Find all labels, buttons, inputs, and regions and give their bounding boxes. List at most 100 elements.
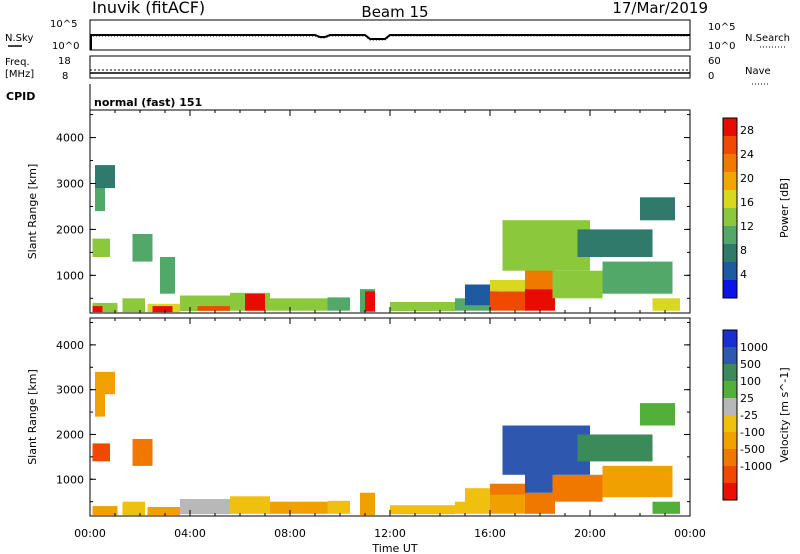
y-tick-label: 1000 [56,473,84,486]
colorbar-tick-label: -500 [740,443,765,456]
y-tick-label: 4000 [56,132,84,145]
colorbar-tick-label: -100 [740,426,765,439]
x-tick-label: 16:00 [474,527,506,540]
colorbar-tick-label: 500 [740,358,761,371]
power-panel: 1000 2000 3000 4000 Slant Range [km] 4 8 12 16 20… [26,109,791,314]
scatter-cell [652,298,680,311]
scatter-cell [525,289,555,311]
scatter-cell [490,291,528,311]
colorbar-tick-label: -25 [740,409,758,422]
scatter-cell [270,501,328,514]
colorbar-frame [722,329,738,501]
scatter-cell [360,492,375,516]
colorbar-tick-label: 1000 [740,341,768,354]
scatter-cell [122,501,145,516]
scatter-cell [640,197,675,221]
colorbar-tick-label: 12 [740,220,754,233]
nsearch-label: N.Search [745,33,790,44]
scatter-cell [92,506,118,516]
station-title: Inuvik (fitACF) [92,0,205,17]
freq-tick-bottom: 8 [62,71,68,82]
scatter-cell [327,297,350,311]
scatter-cell [122,298,145,313]
nave-tick-top: 60 [708,56,721,67]
scatter-cell [92,302,118,313]
colorbar-tick-label: 16 [740,196,754,209]
cpid-panel: CPID normal (fast) 151 [6,84,202,110]
scatter-cell [602,465,673,498]
cpid-label: CPID [6,90,35,103]
freq-frame [89,55,691,79]
nsky-label: N.Sky [5,33,33,44]
colorbar-segment [723,172,737,191]
colorbar-segment [723,208,737,227]
colorbar-segment [723,381,737,399]
scatter-cell [230,496,270,514]
colorbar-tick-label: 8 [740,244,747,257]
scatter-cell [327,500,350,514]
scatter-cell [525,492,555,514]
nsky-tick-bottom: 10^0 [52,41,79,52]
colorbar-segment [723,280,737,299]
scatter-cell [245,293,265,311]
colorbar-tick-label: 24 [740,148,754,161]
y-axis-label: Slant Range [km] [26,164,39,260]
nsky-line [90,34,690,50]
nave-label: Nave [745,66,771,77]
scatter-cell [577,229,653,257]
scatter-cell [577,434,653,462]
scatter-cell [365,291,375,312]
x-tick-label: 08:00 [274,527,306,540]
scatter-cell [160,257,175,294]
colorbar-tick-label: 25 [740,392,754,405]
cpid-text: normal (fast) 151 [94,96,202,109]
colorbar-tick-label: -1000 [740,460,772,473]
scatter-cell [490,279,528,292]
colorbar-segment [723,262,737,281]
colorbar-frame [722,117,738,299]
scatter-cell [95,165,115,189]
colorbar-segment [723,244,737,263]
date-title: 17/Mar/2019 [612,0,708,17]
scatter-cell [490,483,528,495]
y-tick-label: 1000 [56,269,84,282]
freq-label: Freq. [5,57,30,68]
x-tick-label: 00:00 [74,527,106,540]
scatter-cell [390,302,455,312]
y-tick-label: 3000 [56,177,84,190]
colorbar-segment [723,415,737,433]
y-tick-label: 4000 [56,339,84,352]
scatter-cell [132,234,153,262]
scatter-cell [465,284,498,306]
x-tick-label: 20:00 [574,527,606,540]
scatter-cell [502,425,590,475]
velocity-panel: 1000 2000 3000 4000 Slant Range [km] 1000 500 1… [26,317,791,517]
scatter-cell [640,403,675,426]
colorbar-segment [723,330,737,348]
colorbar-label: Power [dB] [778,178,791,238]
scatter-cell [92,306,103,313]
x-tick-label: 12:00 [374,527,406,540]
scatter-cell [390,505,455,515]
x-tick-label: 04:00 [174,527,206,540]
nsky-tick-top: 10^5 [50,19,77,30]
scatter-cell [132,439,153,466]
nsearch-tick-bottom: 10^0 [708,41,735,52]
scatter-cell [95,385,105,417]
y-tick-label: 2000 [56,223,84,236]
beam-title: Beam 15 [361,3,428,21]
colorbar-label: Velocity [m s^-1] [778,367,791,462]
colorbar-segment [723,483,737,501]
y-tick-label: 3000 [56,384,84,397]
colorbar-segment [723,449,737,467]
colorbar-tick-label: 20 [740,172,754,185]
colorbar-segment [723,432,737,450]
scatter-cell [197,306,230,311]
nsky-panel: N.Sky 10^5 10^0 10^5 10^0 N.Search [5,19,790,52]
colorbar-segment [723,136,737,155]
x-axis-ticks: 00:00 04:00 08:00 12:00 16:00 20:00 00:00 [74,527,706,540]
scatter-cell [502,220,590,271]
scatter-cell [490,494,528,514]
scatter-cell [152,306,173,313]
